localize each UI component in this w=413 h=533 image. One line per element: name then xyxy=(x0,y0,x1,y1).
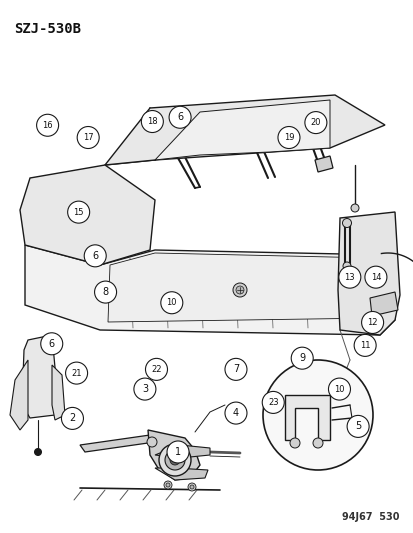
Circle shape xyxy=(312,438,322,448)
Text: 19: 19 xyxy=(283,133,294,142)
Text: 12: 12 xyxy=(366,318,377,327)
Circle shape xyxy=(145,358,167,381)
Text: 15: 15 xyxy=(73,208,84,216)
Polygon shape xyxy=(337,212,399,335)
Circle shape xyxy=(262,360,372,470)
Polygon shape xyxy=(154,445,209,458)
Circle shape xyxy=(364,266,386,288)
Text: 94J67  530: 94J67 530 xyxy=(342,512,399,522)
Text: 16: 16 xyxy=(42,121,53,130)
Circle shape xyxy=(160,292,183,314)
Text: 18: 18 xyxy=(147,117,157,126)
Circle shape xyxy=(169,106,191,128)
Circle shape xyxy=(353,334,375,357)
Circle shape xyxy=(165,450,185,470)
Text: 3: 3 xyxy=(142,384,147,394)
Circle shape xyxy=(67,201,90,223)
Circle shape xyxy=(277,126,299,149)
Circle shape xyxy=(328,378,350,400)
Circle shape xyxy=(34,448,41,456)
Polygon shape xyxy=(52,365,65,420)
Circle shape xyxy=(84,245,106,267)
Circle shape xyxy=(170,455,180,465)
Text: 22: 22 xyxy=(151,365,161,374)
Circle shape xyxy=(235,286,243,294)
Circle shape xyxy=(40,333,63,355)
Text: 17: 17 xyxy=(83,133,93,142)
Text: 13: 13 xyxy=(344,273,354,281)
Polygon shape xyxy=(20,165,154,265)
Circle shape xyxy=(290,347,313,369)
Polygon shape xyxy=(314,156,332,172)
Polygon shape xyxy=(105,95,384,165)
Circle shape xyxy=(342,262,350,270)
Text: 11: 11 xyxy=(359,341,370,350)
Text: 7: 7 xyxy=(232,365,239,374)
Text: 10: 10 xyxy=(166,298,177,307)
Circle shape xyxy=(261,391,284,414)
Text: 23: 23 xyxy=(267,398,278,407)
Polygon shape xyxy=(108,253,377,322)
Circle shape xyxy=(233,283,247,297)
Text: 6: 6 xyxy=(49,339,55,349)
Text: 14: 14 xyxy=(370,273,380,281)
Circle shape xyxy=(65,362,88,384)
Polygon shape xyxy=(154,100,329,160)
Polygon shape xyxy=(369,292,397,316)
Text: 10: 10 xyxy=(333,385,344,393)
Circle shape xyxy=(190,485,194,489)
Circle shape xyxy=(61,407,83,430)
Circle shape xyxy=(224,358,247,381)
Circle shape xyxy=(342,219,351,228)
Text: 1: 1 xyxy=(175,447,180,457)
Text: 2: 2 xyxy=(69,414,76,423)
Text: 6: 6 xyxy=(92,251,98,261)
Polygon shape xyxy=(10,360,28,430)
Circle shape xyxy=(166,483,170,487)
Circle shape xyxy=(94,281,116,303)
Circle shape xyxy=(36,114,59,136)
Polygon shape xyxy=(154,468,207,480)
Circle shape xyxy=(188,483,195,491)
Circle shape xyxy=(166,441,189,463)
Circle shape xyxy=(164,481,171,489)
Polygon shape xyxy=(22,335,58,418)
Circle shape xyxy=(77,126,99,149)
Circle shape xyxy=(224,402,247,424)
Text: SZJ-530B: SZJ-530B xyxy=(14,22,81,36)
Text: 8: 8 xyxy=(102,287,108,297)
Circle shape xyxy=(141,110,163,133)
Circle shape xyxy=(338,266,360,288)
Text: 20: 20 xyxy=(310,118,320,127)
Circle shape xyxy=(346,415,368,438)
Circle shape xyxy=(350,204,358,212)
Text: 4: 4 xyxy=(233,408,238,418)
Text: 6: 6 xyxy=(177,112,183,122)
Circle shape xyxy=(361,311,383,334)
Polygon shape xyxy=(147,430,199,480)
Circle shape xyxy=(147,437,157,447)
Text: 9: 9 xyxy=(299,353,304,363)
Circle shape xyxy=(304,111,326,134)
Text: 5: 5 xyxy=(354,422,361,431)
Circle shape xyxy=(133,378,156,400)
Polygon shape xyxy=(284,395,329,440)
Circle shape xyxy=(159,444,190,476)
Circle shape xyxy=(289,438,299,448)
Polygon shape xyxy=(25,245,394,335)
Polygon shape xyxy=(80,435,154,452)
Text: 21: 21 xyxy=(71,369,82,377)
